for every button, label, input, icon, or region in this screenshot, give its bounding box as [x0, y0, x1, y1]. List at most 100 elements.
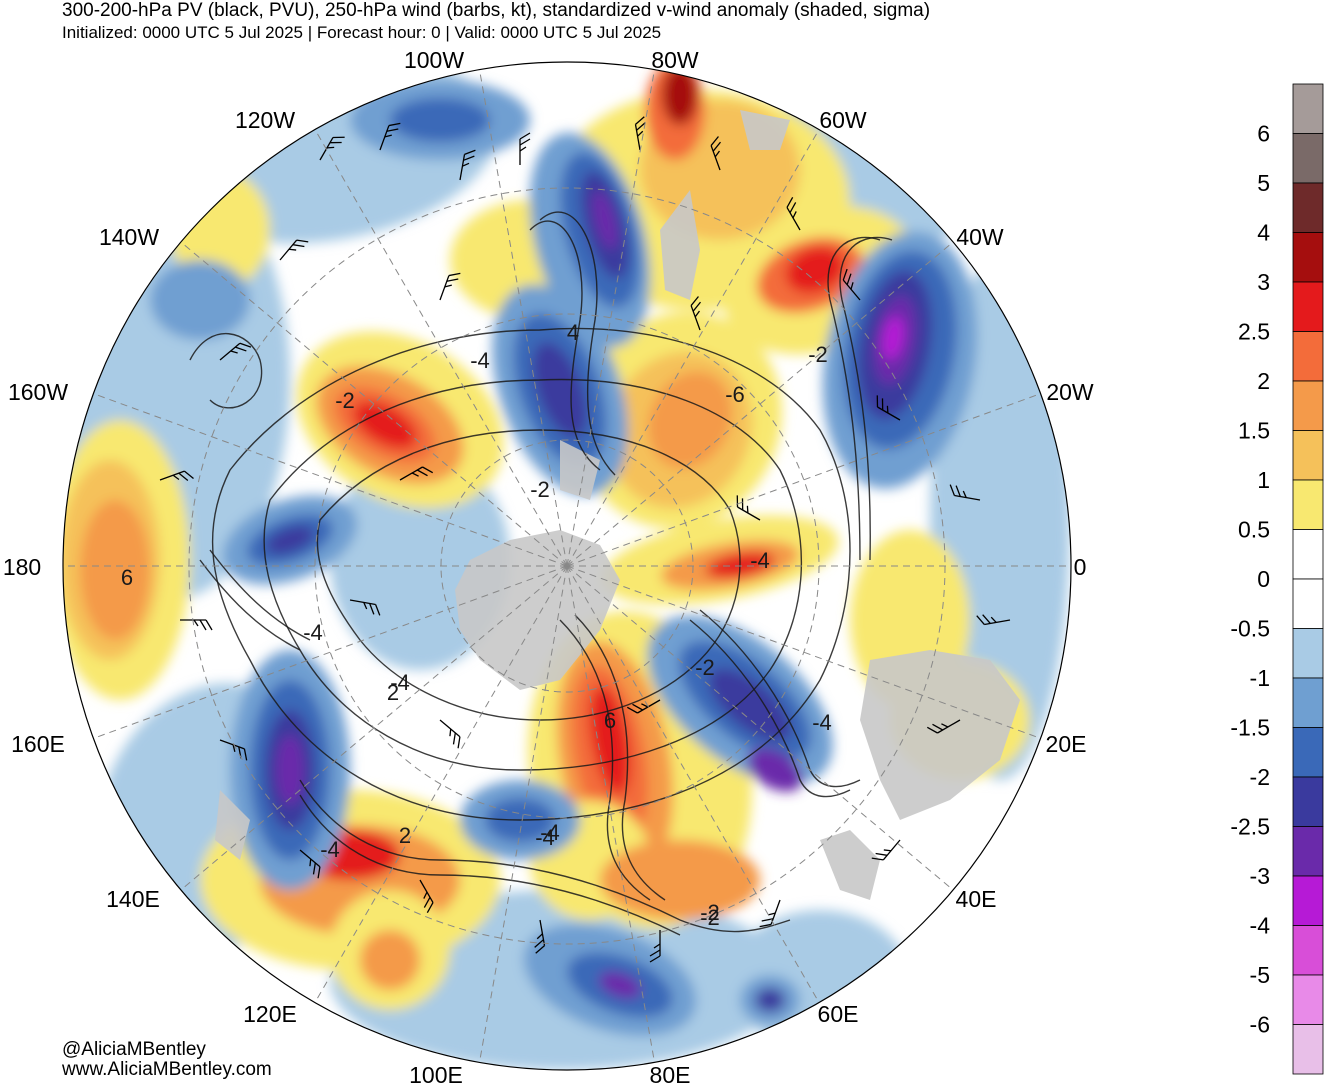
wind-barb: [786, 196, 801, 231]
pv-contour-label: -4: [535, 825, 555, 850]
colorbar-swatch: [1292, 776, 1324, 827]
lon-label-80e: 80E: [650, 1062, 691, 1086]
pv-contour-line: [574, 614, 666, 901]
colorbar-tick-label: 0: [1257, 566, 1270, 592]
colorbar-swatch: [1292, 578, 1324, 629]
colorbar-tick-label: 1: [1257, 467, 1270, 493]
meridian-line: [314, 129, 568, 567]
wind-barb: [649, 930, 661, 963]
anomaly-region: [755, 988, 785, 1012]
pv-contour-label: -4: [320, 837, 340, 862]
lat-lon-grid: [63, 69, 1071, 1063]
wind-barb: [459, 149, 476, 181]
colorbar-swatch: [1292, 677, 1324, 728]
pv-contour-line: [209, 549, 311, 641]
lon-label-140w: 140W: [99, 224, 159, 250]
colorbar-tick-label: 3: [1257, 269, 1270, 295]
colorbar-swatch: [1292, 875, 1324, 926]
pv-contour-line: [263, 378, 803, 771]
lon-label-180: 180: [3, 554, 41, 580]
pv-contour-line: [211, 327, 851, 821]
colorbar-swatch: [1292, 826, 1324, 877]
meridian-line: [180, 241, 568, 567]
pv-contour-label: -2: [700, 905, 720, 930]
colorbar-swatch: [1292, 380, 1324, 431]
anomaly-region: [266, 525, 314, 555]
colorbar-swatch: [1292, 1024, 1324, 1075]
pv-contour-line: [199, 559, 301, 651]
anomaly-region: [592, 190, 618, 250]
colorbar-tick-label: 2.5: [1238, 319, 1270, 345]
meridian-line: [314, 565, 568, 1003]
lon-label-60e: 60E: [818, 1001, 859, 1027]
pv-contour-label: 2: [399, 823, 411, 848]
wind-barb: [319, 136, 345, 161]
map-boundary: [62, 61, 1072, 1071]
anomaly-region: [390, 98, 490, 142]
anomaly-region: [662, 65, 698, 125]
meridian-line: [478, 69, 568, 567]
wind-barb: [399, 466, 434, 481]
anomaly-region: [600, 840, 760, 920]
wind-barb: [379, 122, 401, 151]
wind-barb: [736, 495, 761, 521]
anomaly-region: [276, 735, 304, 805]
anomaly-region: [709, 668, 791, 742]
pv-contour-label: -4: [540, 820, 560, 845]
anomaly-region: [150, 260, 250, 340]
lon-label-160e: 160E: [11, 731, 65, 757]
pv-contour-labels: -44-4-2 -6-2-26-4-4-4-226-2-4-42-4-2: [121, 320, 832, 930]
lon-label-0: 0: [1074, 554, 1087, 580]
meridian-line: [566, 565, 656, 1063]
colorbar: 6 5 4 3 2.5 2 1.5 1 0.5 0 -0.5 -1 -1.5 -2 -2.5 -3 -4 -5 -6: [1230, 83, 1324, 1075]
wind-barb: [349, 599, 381, 616]
colorbar-swatch: [1292, 479, 1324, 530]
wind-barb: [690, 296, 702, 331]
wind-barb: [634, 116, 646, 151]
wind-barb: [871, 839, 901, 861]
pv-contour-label: 6: [121, 565, 133, 590]
colorbar-tick-label: -2: [1250, 764, 1270, 790]
colorbar-tick-label: 5: [1257, 170, 1270, 196]
pv-contour-label: -2: [530, 477, 550, 502]
colorbar-swatch: [1292, 727, 1324, 778]
wind-barb: [842, 268, 861, 301]
wind-barb: [626, 699, 661, 714]
wind-barb: [439, 719, 461, 749]
wind-barb: [949, 484, 981, 501]
pv-contour-label: -4: [750, 548, 770, 573]
colorbar-tick-label: 2: [1257, 368, 1270, 394]
colorbar-swatch: [1292, 133, 1324, 184]
lon-label-120w: 120W: [235, 107, 295, 133]
lon-label-160w: 160W: [8, 379, 68, 405]
colorbar-swatch: [1292, 925, 1324, 976]
lon-label-60w: 60W: [819, 107, 867, 133]
pv-contour-label: -6: [725, 382, 745, 407]
wind-barb: [419, 879, 434, 914]
pv-contour-line: [699, 609, 861, 788]
colorbar-tick-label: -6: [1250, 1012, 1270, 1038]
pv-contour-label: 2: [387, 680, 399, 705]
pv-contour-line: [189, 332, 263, 409]
lon-label-40w: 40W: [956, 224, 1004, 250]
longitude-labels: 100W 80W 120W 60W 140W 40W 160W 20W 180 0 160E 20E 1…: [3, 47, 1094, 1086]
colorbar-tick-label: -4: [1250, 913, 1271, 939]
pv-contour-line: [316, 429, 741, 721]
meridian-line: [180, 565, 568, 891]
lon-label-40e: 40E: [956, 886, 997, 912]
wind-barbs: [159, 116, 1011, 963]
colorbar-swatch: [1292, 529, 1324, 580]
pv-contour-line: [559, 619, 651, 901]
colorbar-tick-label: 6: [1257, 121, 1270, 147]
meridian-line: [566, 129, 820, 567]
pv-contour-line: [529, 220, 601, 471]
meridian-line: [93, 393, 568, 567]
wind-barb: [710, 136, 722, 171]
anomaly-region: [353, 401, 417, 449]
anomaly-region: [785, 246, 845, 294]
colorbar-tick-label: -2.5: [1230, 814, 1270, 840]
wind-barb: [976, 614, 1011, 626]
lon-label-100e: 100E: [409, 1062, 463, 1086]
chart-subtitle: Initialized: 0000 UTC 5 Jul 2025 | Forec…: [62, 23, 662, 42]
